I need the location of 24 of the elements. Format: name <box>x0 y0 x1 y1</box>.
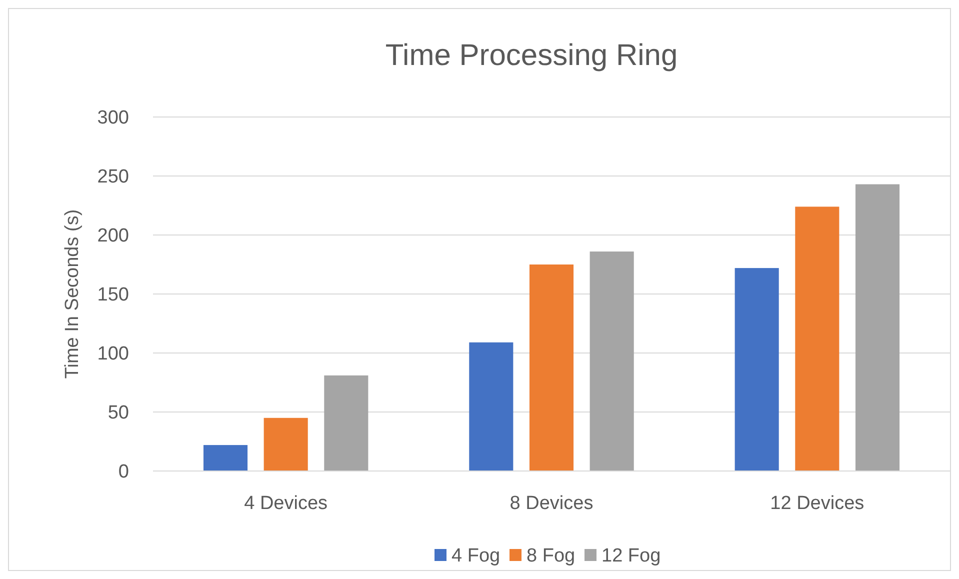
bar <box>529 264 574 471</box>
y-tick-label: 200 <box>97 226 129 247</box>
y-tick-label: 150 <box>97 284 129 306</box>
x-tick-label: 12 Devices <box>770 493 864 514</box>
bar <box>324 375 368 471</box>
y-tick-label: 250 <box>97 166 129 188</box>
bar <box>264 418 308 471</box>
legend-label: 12 Fog <box>602 546 661 567</box>
y-tick-label: 100 <box>97 344 129 365</box>
bar <box>469 342 514 471</box>
x-tick-label: 4 Devices <box>244 493 328 514</box>
bar <box>203 445 248 471</box>
bar <box>734 268 779 471</box>
chart-title: Time Processing Ring <box>385 39 678 72</box>
y-tick-label: 300 <box>97 108 129 129</box>
legend-label: 8 Fog <box>526 546 576 567</box>
legend-label: 4 Fog <box>452 546 500 567</box>
y-tick-label: 50 <box>108 402 129 424</box>
bar <box>795 206 840 471</box>
y-tick-label: 0 <box>118 462 129 483</box>
bar <box>855 184 900 471</box>
x-tick-label: 8 Devices <box>510 493 594 514</box>
y-axis-title: Time In Seconds (s) <box>62 209 83 379</box>
bar <box>590 252 634 471</box>
